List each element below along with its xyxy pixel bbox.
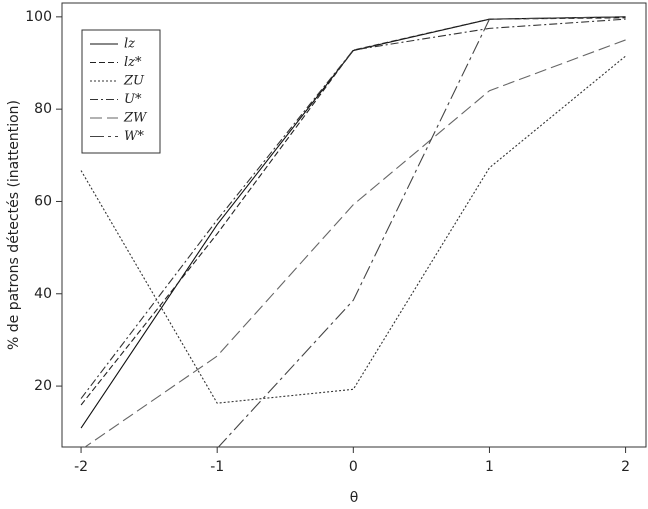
series-line — [80, 16, 626, 429]
legend-label: ZW — [123, 111, 148, 126]
series-line — [80, 18, 626, 399]
legend-label: lz* — [124, 55, 142, 70]
legend-label: ZU — [123, 74, 145, 89]
x-tick-label: -2 — [74, 459, 88, 475]
y-tick-label: 100 — [25, 9, 52, 25]
y-axis-label: % de patrons détectés (inattention) — [6, 100, 22, 350]
x-axis-label: θ — [350, 490, 359, 506]
legend-label: lz — [124, 37, 135, 52]
plot-frame — [61, 2, 647, 448]
series-line — [80, 17, 626, 406]
x-tick-label: 0 — [349, 459, 358, 475]
y-tick-label: 60 — [34, 193, 52, 209]
y-tick-label: 80 — [34, 101, 52, 117]
series-line — [217, 16, 626, 447]
x-tick-label: -1 — [210, 459, 224, 475]
x-tick-label: 1 — [485, 459, 494, 475]
legend-box — [81, 29, 161, 154]
y-tick-label: 40 — [34, 286, 52, 302]
y-tick-label: 20 — [34, 378, 52, 394]
legend-label: U* — [124, 92, 142, 107]
plot-lines — [80, 16, 626, 447]
series-line — [84, 39, 626, 447]
legend-label: W* — [124, 129, 144, 144]
series-line — [80, 55, 626, 404]
x-tick-label: 2 — [621, 459, 630, 475]
